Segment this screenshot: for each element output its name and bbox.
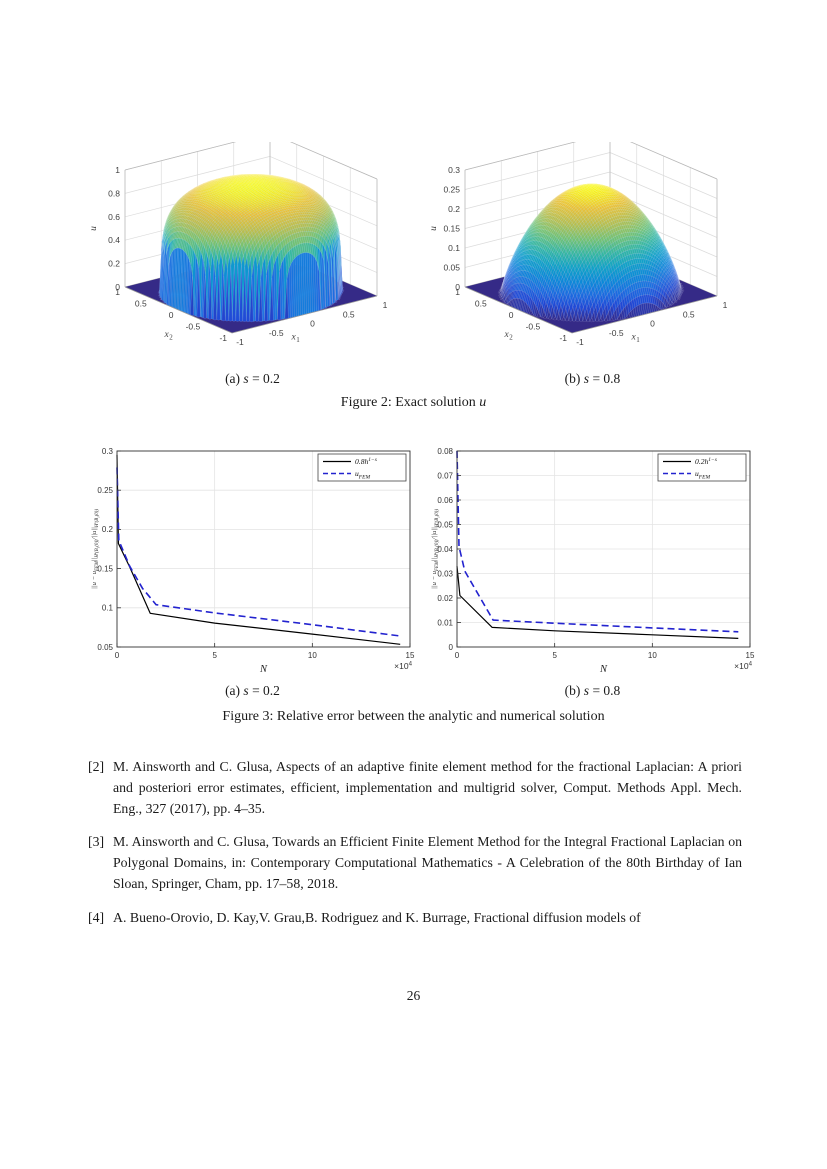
reference-text: M. Ainsworth and C. Glusa, Aspects of an… bbox=[113, 759, 742, 816]
svg-text:0.03: 0.03 bbox=[437, 569, 453, 578]
subcaption-a-prefix: (a) bbox=[225, 371, 244, 386]
svg-text:0.2: 0.2 bbox=[102, 525, 114, 534]
svg-text:0: 0 bbox=[115, 651, 120, 660]
svg-text:0.05: 0.05 bbox=[97, 643, 113, 652]
figure3-subcaption-a: (a) s = 0.2 bbox=[85, 683, 420, 699]
figure2-caption-math: u bbox=[479, 395, 487, 410]
svg-text:||u − uFEM​||Hs​(B1​(0))​/||u|: ||u − uFEM​||Hs​(B1​(0))​/||u||Hs​(B1​(0… bbox=[91, 509, 100, 589]
subcaption-a-value: = 0.2 bbox=[248, 371, 280, 386]
svg-text:0.07: 0.07 bbox=[437, 471, 453, 480]
svg-text:0.3: 0.3 bbox=[102, 447, 114, 456]
reference-item-4: [4] A. Bueno-Orovio, D. Kay,V. Grau,B. R… bbox=[88, 908, 742, 929]
svg-text:0.15: 0.15 bbox=[97, 564, 113, 573]
svg-text:N: N bbox=[259, 664, 268, 675]
figure2-subcaption-b: (b) s = 0.8 bbox=[425, 371, 760, 387]
svg-text:N: N bbox=[599, 664, 608, 675]
surface-plot-s08 bbox=[425, 142, 760, 367]
subcaption-a-value: = 0.2 bbox=[248, 683, 280, 698]
svg-text:5: 5 bbox=[212, 651, 217, 660]
svg-text:0: 0 bbox=[449, 643, 454, 652]
svg-text:0.05: 0.05 bbox=[437, 520, 453, 529]
svg-text:uFEM​: uFEM​ bbox=[695, 469, 710, 480]
reference-number: [2] bbox=[88, 759, 105, 774]
subcaption-a-math: s bbox=[243, 683, 249, 698]
surface-plot-s02 bbox=[85, 142, 420, 367]
svg-text:0.2h1−s​: 0.2h1−s​ bbox=[695, 457, 717, 466]
subcaption-b-value: = 0.8 bbox=[589, 683, 621, 698]
page-number: 26 bbox=[406, 988, 421, 1003]
svg-text:0.8h1−s​: 0.8h1−s​ bbox=[355, 457, 377, 466]
reference-item-3: [3] M. Ainsworth and C. Glusa, Towards a… bbox=[88, 832, 742, 894]
reference-item-2: [2] M. Ainsworth and C. Glusa, Aspects o… bbox=[88, 757, 742, 819]
figure2-caption: Figure 2: Exact solution u bbox=[0, 395, 827, 411]
subcaption-b-math: s bbox=[583, 683, 590, 698]
reference-number: [3] bbox=[88, 834, 105, 850]
svg-text:0.02: 0.02 bbox=[437, 594, 453, 603]
svg-text:0.01: 0.01 bbox=[437, 618, 453, 627]
subcaption-a-math: s bbox=[243, 371, 249, 386]
svg-text:15: 15 bbox=[406, 651, 415, 660]
reference-text: M. Ainsworth and C. Glusa, Towards an Ef… bbox=[113, 834, 742, 891]
figure2-caption-text: Figure 2: Exact solution bbox=[340, 395, 480, 410]
svg-text:0.06: 0.06 bbox=[437, 496, 453, 505]
subcaption-a-prefix: (a) bbox=[225, 683, 244, 698]
reference-number: [4] bbox=[88, 909, 105, 925]
svg-text:0.08: 0.08 bbox=[437, 447, 453, 456]
figure3-subcaption-b: (b) s = 0.8 bbox=[425, 683, 760, 699]
svg-text:×104​: ×104​ bbox=[394, 660, 412, 671]
svg-text:uFEM​: uFEM​ bbox=[355, 469, 370, 480]
svg-text:0.04: 0.04 bbox=[437, 545, 453, 554]
error-plot-s02: 0 5 10 15 0.05 0.1 0.15 0.2 0.25 0.3 N ×104​ ||u − u… bbox=[91, 447, 415, 675]
figure3-caption-text: Figure 3: Relative error between the ana… bbox=[222, 709, 605, 724]
svg-text:||u − uFEM​||Hs​(B1​(0))​/||u|: ||u − uFEM​||Hs​(B1​(0))​/||u||Hs​(B1​(0… bbox=[431, 509, 440, 589]
subcaption-b-prefix: (b) bbox=[564, 371, 584, 386]
subcaption-b-prefix: (b) bbox=[564, 683, 584, 698]
subcaption-b-value: = 0.8 bbox=[589, 371, 621, 386]
figure2-subcaption-a: (a) s = 0.2 bbox=[85, 371, 420, 387]
references-list: [2] M. Ainsworth and C. Glusa, Aspects o… bbox=[88, 757, 742, 942]
svg-text:×104​: ×104​ bbox=[734, 660, 752, 671]
svg-text:5: 5 bbox=[552, 651, 557, 660]
svg-text:10: 10 bbox=[648, 651, 657, 660]
error-plot-s08: 0 5 10 15 0 0.01 0.02 0.03 0.04 0.05 0.06 0.07 0.08 N… bbox=[431, 447, 755, 675]
subcaption-b-math: s bbox=[583, 371, 590, 386]
svg-text:0.1: 0.1 bbox=[102, 604, 114, 613]
figure3-caption: Figure 3: Relative error between the ana… bbox=[0, 709, 827, 725]
svg-text:0.25: 0.25 bbox=[97, 486, 113, 495]
svg-text:10: 10 bbox=[308, 651, 317, 660]
svg-text:15: 15 bbox=[746, 651, 755, 660]
svg-text:0: 0 bbox=[455, 651, 460, 660]
reference-text: A. Bueno-Orovio, D. Kay,V. Grau,B. Rodri… bbox=[113, 909, 641, 925]
